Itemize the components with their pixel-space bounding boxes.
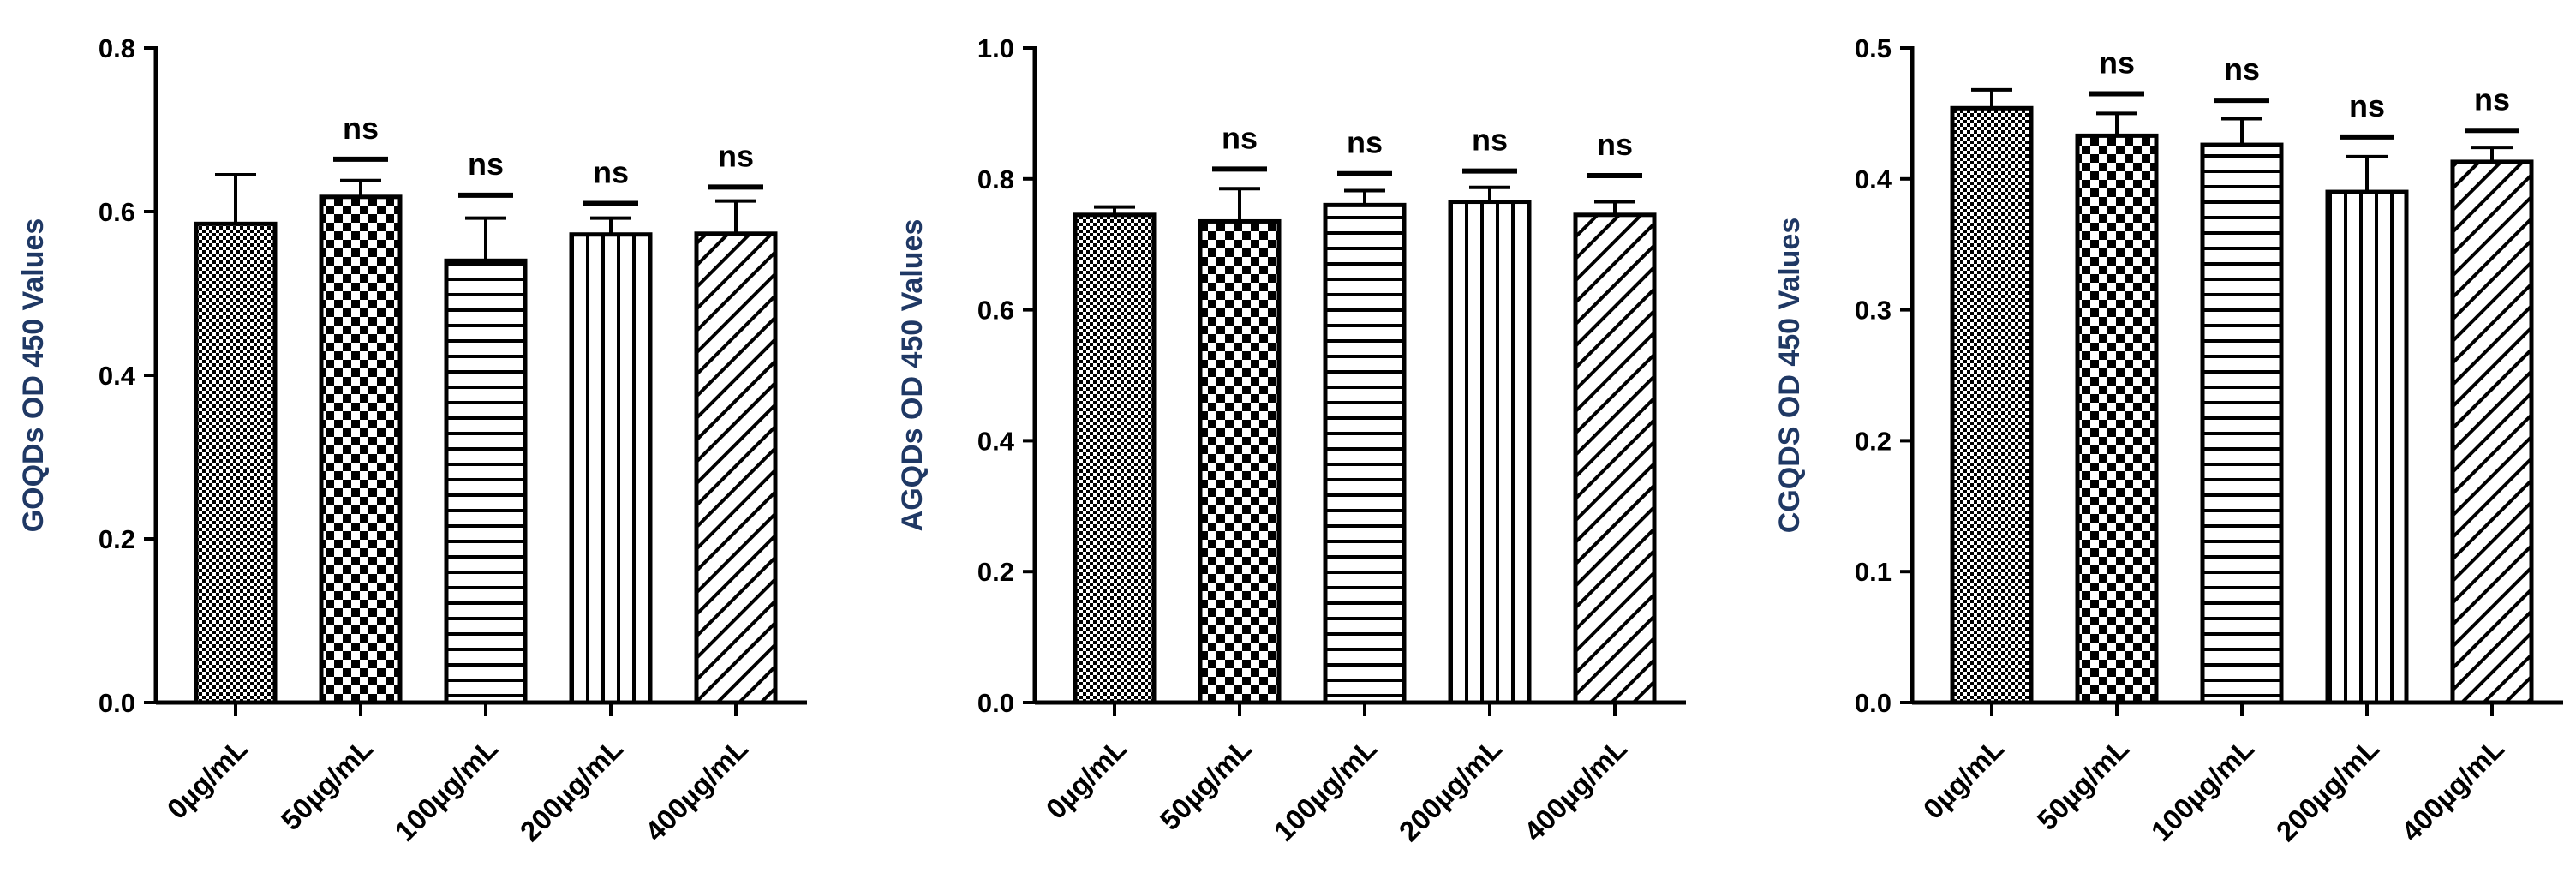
bar bbox=[1448, 200, 1532, 705]
y-axis-title: GOQDs OD 450 Values bbox=[17, 218, 50, 533]
x-tick-label: 0µg/mL bbox=[161, 733, 254, 825]
y-tick-label: 0.6 bbox=[99, 197, 135, 227]
y-tick-label: 0.4 bbox=[99, 361, 136, 391]
y-tick-label: 0.2 bbox=[1855, 426, 1892, 456]
significance-label: ns bbox=[1597, 127, 1633, 162]
x-tick-label: 100µg/mL bbox=[1268, 733, 1383, 847]
significance-label: ns bbox=[1472, 123, 1508, 158]
bar bbox=[2200, 142, 2284, 705]
y-tick-label: 0.2 bbox=[977, 557, 1014, 587]
y-tick-label: 0.0 bbox=[99, 688, 135, 718]
x-tick-label: 200µg/mL bbox=[1393, 733, 1508, 847]
bar bbox=[2450, 159, 2534, 705]
y-tick-label: 0.6 bbox=[977, 296, 1014, 326]
bar bbox=[1323, 202, 1407, 705]
significance-label: ns bbox=[2099, 45, 2135, 80]
significance-label: ns bbox=[718, 138, 754, 173]
bar bbox=[1198, 218, 1282, 705]
significance-label: ns bbox=[1347, 125, 1383, 160]
x-tick-label: 0µg/mL bbox=[1040, 733, 1133, 825]
y-tick-label: 0.4 bbox=[977, 426, 1015, 456]
chart-panel-goqds: GOQDs OD 450 Values 0.0 0.2 0.4 0.6 0.8 0µg/mL… bbox=[17, 33, 807, 847]
x-tick-label: 0µg/mL bbox=[1917, 733, 2010, 825]
y-tick-label: 0.8 bbox=[99, 33, 135, 63]
y-tick-label: 0.4 bbox=[1855, 164, 1892, 194]
x-tick-label: 50µg/mL bbox=[275, 733, 379, 836]
significance-label: ns bbox=[2349, 88, 2385, 123]
x-tick-label: 400µg/mL bbox=[639, 733, 754, 847]
y-tick-label: 0.1 bbox=[1855, 557, 1892, 587]
bar bbox=[444, 258, 528, 705]
chart-panel-cgqds: CGQDS OD 450 Values 0.0 0.1 0.2 0.3 0.4 0.5 0µg… bbox=[1773, 33, 2563, 847]
bar bbox=[569, 232, 653, 705]
y-tick-label: 0.8 bbox=[977, 164, 1014, 194]
x-tick-label: 100µg/mL bbox=[2145, 733, 2260, 847]
x-tick-label: 400µg/mL bbox=[1518, 733, 1633, 847]
bar bbox=[2075, 133, 2159, 705]
y-tick-label: 1.0 bbox=[977, 33, 1014, 63]
x-tick-label: 50µg/mL bbox=[1154, 733, 1258, 836]
x-tick-label: 100µg/mL bbox=[389, 733, 504, 847]
x-tick-label: 400µg/mL bbox=[2395, 733, 2510, 847]
significance-label: ns bbox=[593, 154, 629, 189]
significance-label: ns bbox=[2474, 81, 2510, 117]
bar bbox=[319, 194, 403, 705]
y-tick-label: 0.2 bbox=[99, 524, 135, 554]
significance-label: ns bbox=[468, 147, 504, 182]
y-axis-title: CGQDS OD 450 Values bbox=[1773, 218, 1806, 534]
bar bbox=[1950, 105, 2034, 705]
x-tick-label: 50µg/mL bbox=[2031, 733, 2135, 836]
bar bbox=[694, 231, 778, 705]
y-axis-title: AGQDs OD 450 Values bbox=[896, 219, 929, 532]
significance-label: ns bbox=[2224, 51, 2260, 87]
y-tick-label: 0.3 bbox=[1855, 296, 1892, 326]
x-tick-label: 200µg/mL bbox=[514, 733, 629, 847]
x-tick-label: 200µg/mL bbox=[2270, 733, 2385, 847]
bar bbox=[1073, 212, 1157, 705]
y-tick-label: 0.5 bbox=[1855, 33, 1892, 63]
significance-label: ns bbox=[1222, 120, 1258, 155]
y-tick-label: 0.0 bbox=[1855, 688, 1892, 718]
bar bbox=[2325, 189, 2409, 705]
bar bbox=[1573, 212, 1657, 705]
significance-label: ns bbox=[343, 111, 379, 146]
y-tick-label: 0.0 bbox=[977, 688, 1014, 718]
chart-panel-agqds: AGQDs OD 450 Values 0.0 0.2 0.4 0.6 0.8 1.0 0µg… bbox=[896, 33, 1686, 847]
bar bbox=[194, 221, 278, 705]
